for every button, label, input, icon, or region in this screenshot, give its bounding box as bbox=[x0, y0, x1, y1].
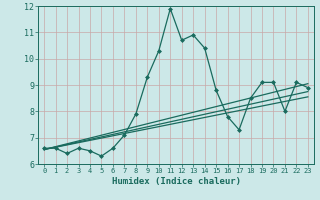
X-axis label: Humidex (Indice chaleur): Humidex (Indice chaleur) bbox=[111, 177, 241, 186]
